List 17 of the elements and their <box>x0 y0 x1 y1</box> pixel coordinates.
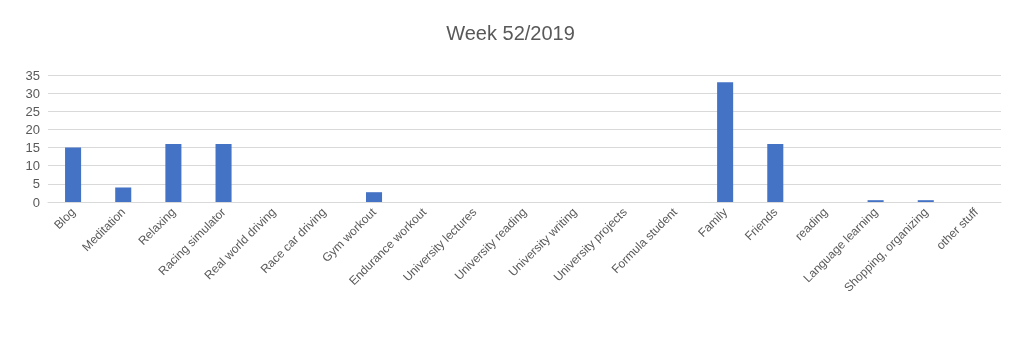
y-tick-label: 30 <box>25 85 40 101</box>
y-tick-label: 35 <box>25 67 40 83</box>
y-tick-label: 15 <box>25 140 40 156</box>
bar <box>165 143 182 202</box>
bar <box>65 147 82 202</box>
y-tick-label: 25 <box>25 103 40 119</box>
y-tick-label: 10 <box>25 158 40 174</box>
chart-title: Week 52/2019 <box>446 22 575 44</box>
bar <box>717 82 734 202</box>
bar <box>366 192 383 202</box>
y-tick-label: 20 <box>25 121 40 137</box>
y-tick-label: 5 <box>32 176 40 192</box>
bar <box>767 143 784 202</box>
bar <box>115 187 132 202</box>
x-tick-label: Blog <box>51 205 79 232</box>
bar <box>215 143 232 202</box>
y-tick-label: 0 <box>32 194 40 210</box>
